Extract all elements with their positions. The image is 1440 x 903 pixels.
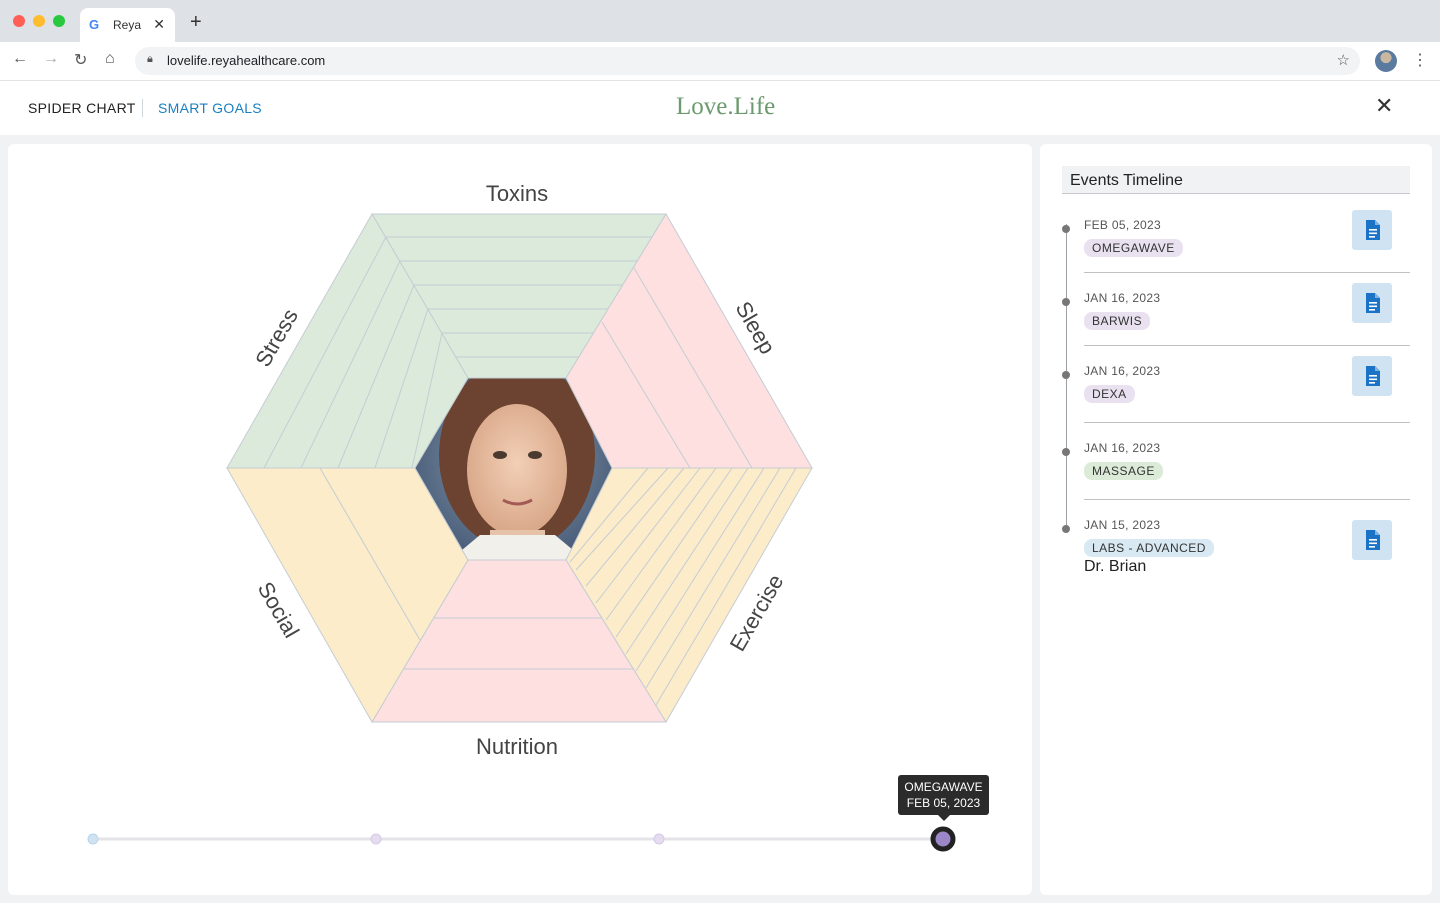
document-icon-button[interactable] bbox=[1352, 356, 1392, 396]
document-icon-button[interactable] bbox=[1352, 210, 1392, 250]
slider-thumb[interactable] bbox=[930, 826, 956, 852]
address-bar[interactable]: 🔒︎ lovelife.reyahealthcare.com ☆ bbox=[135, 47, 1360, 75]
event-divider bbox=[1084, 272, 1410, 273]
close-icon[interactable]: ✕ bbox=[1375, 93, 1394, 118]
events-timeline-title: Events Timeline bbox=[1070, 172, 1183, 189]
browser-tabbar: G Reya ✕ + bbox=[0, 0, 1440, 42]
url-text[interactable]: lovelife.reyahealthcare.com bbox=[167, 53, 326, 68]
document-icon bbox=[1366, 293, 1380, 313]
event-divider bbox=[1084, 499, 1410, 500]
new-tab-button[interactable]: + bbox=[190, 11, 202, 33]
home-icon[interactable]: ⌂ bbox=[105, 50, 115, 67]
timeline-bullet bbox=[1062, 448, 1070, 456]
tab-close-icon[interactable]: ✕ bbox=[153, 16, 165, 32]
event-tag: BARWIS bbox=[1084, 312, 1151, 330]
timeline-bullet bbox=[1062, 371, 1070, 379]
event-tag: DEXA bbox=[1084, 385, 1135, 403]
event-divider bbox=[1084, 422, 1410, 423]
event-date: JAN 16, 2023 bbox=[1084, 291, 1161, 305]
event-divider bbox=[1084, 345, 1410, 346]
timeline-bullet bbox=[1062, 525, 1070, 533]
smart-goals-link[interactable]: SMART GOALS bbox=[158, 100, 262, 116]
window-zoom-icon[interactable] bbox=[53, 15, 65, 27]
events-timeline-panel bbox=[1040, 144, 1432, 895]
slider-stop[interactable] bbox=[87, 833, 99, 845]
tooltip-event: OMEGAWAVE bbox=[904, 780, 983, 794]
profile-avatar[interactable] bbox=[1375, 50, 1397, 72]
reload-icon[interactable]: ↻ bbox=[74, 52, 88, 69]
event-date: JAN 16, 2023 bbox=[1084, 364, 1161, 378]
document-icon-button[interactable] bbox=[1352, 520, 1392, 560]
google-favicon-icon: G bbox=[89, 17, 100, 32]
window-close-icon[interactable] bbox=[13, 15, 25, 27]
date-slider[interactable] bbox=[87, 826, 956, 852]
event-tag: MASSAGE bbox=[1084, 462, 1163, 480]
document-icon-button[interactable] bbox=[1352, 283, 1392, 323]
event-tag: LABS - ADVANCED bbox=[1084, 539, 1214, 557]
document-icon bbox=[1366, 220, 1380, 240]
lock-icon: 🔒︎ bbox=[147, 53, 153, 65]
label-toxins: Toxins bbox=[486, 181, 548, 206]
slider-stop[interactable] bbox=[653, 833, 665, 845]
timeline-bullet bbox=[1062, 298, 1070, 306]
event-date: JAN 15, 2023 bbox=[1084, 518, 1161, 532]
back-icon[interactable]: ← bbox=[12, 50, 28, 67]
tab-title: Reya bbox=[113, 18, 142, 32]
browser-toolbar: ← → ↻ ⌂ 🔒︎ lovelife.reyahealthcare.com ☆… bbox=[0, 42, 1440, 81]
timeline-bullet bbox=[1062, 225, 1070, 233]
document-icon bbox=[1366, 530, 1380, 550]
love-life-logo: Love.Life bbox=[676, 93, 776, 120]
browser-tab[interactable]: G Reya ✕ bbox=[80, 8, 175, 42]
event-author: Dr. Brian bbox=[1084, 558, 1147, 575]
bookmark-star-icon[interactable]: ☆ bbox=[1336, 52, 1350, 69]
events-timeline-header: Events Timeline bbox=[1062, 166, 1410, 194]
event-tag: OMEGAWAVE bbox=[1084, 239, 1183, 257]
slider-stop[interactable] bbox=[370, 833, 382, 845]
document-icon bbox=[1366, 366, 1380, 386]
forward-icon[interactable]: → bbox=[43, 50, 59, 67]
label-nutrition: Nutrition bbox=[476, 734, 558, 759]
slider-tooltip: OMEGAWAVE FEB 05, 2023 bbox=[898, 775, 989, 821]
nav-divider bbox=[142, 99, 143, 117]
tooltip-date: FEB 05, 2023 bbox=[906, 796, 981, 810]
spider-chart-link[interactable]: SPIDER CHART bbox=[28, 100, 136, 116]
event-date: FEB 05, 2023 bbox=[1084, 218, 1161, 232]
app-header: SPIDER CHART SMART GOALS Love.Life ✕ bbox=[0, 81, 1440, 135]
browser-menu-icon[interactable]: ⋮ bbox=[1412, 52, 1428, 69]
segment-toxins[interactable] bbox=[371, 213, 667, 379]
window-minimize-icon[interactable] bbox=[33, 15, 45, 27]
event-date: JAN 16, 2023 bbox=[1084, 441, 1161, 455]
